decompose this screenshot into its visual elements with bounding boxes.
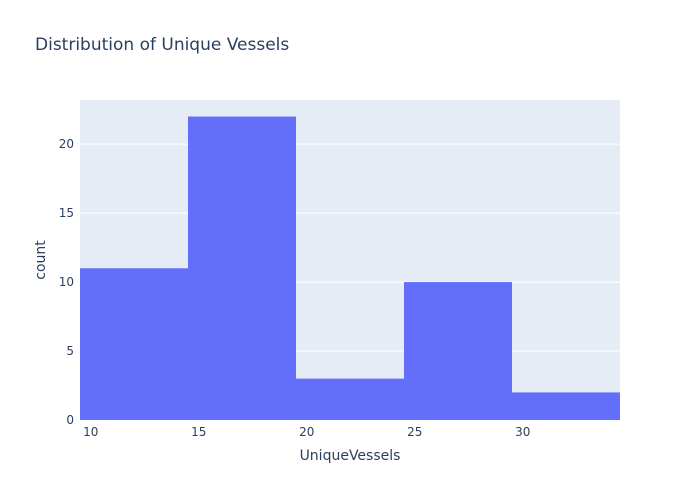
x-tick-label: 25 — [407, 425, 422, 439]
y-axis-label: count — [33, 240, 49, 280]
histogram-bar[interactable] — [80, 268, 188, 420]
y-tick-label: 15 — [59, 206, 74, 220]
x-axis-label: UniqueVessels — [300, 448, 401, 464]
histogram-bar[interactable] — [512, 392, 620, 420]
bars — [80, 116, 620, 420]
x-axis-ticks: 10 15 20 25 30 — [83, 425, 530, 439]
x-tick-label: 10 — [83, 425, 98, 439]
y-tick-label: 20 — [59, 137, 74, 151]
x-tick-label: 20 — [299, 425, 314, 439]
y-axis-ticks: 0 5 10 15 20 — [59, 137, 74, 427]
y-tick-label: 10 — [59, 275, 74, 289]
y-tick-label: 5 — [66, 344, 74, 358]
y-tick-label: 0 — [66, 413, 74, 427]
x-tick-label: 15 — [191, 425, 206, 439]
chart-title: Distribution of Unique Vessels — [35, 35, 289, 55]
x-tick-label: 30 — [515, 425, 530, 439]
histogram-bar[interactable] — [188, 116, 296, 420]
histogram-bar[interactable] — [404, 282, 512, 420]
histogram-bar[interactable] — [296, 378, 404, 420]
